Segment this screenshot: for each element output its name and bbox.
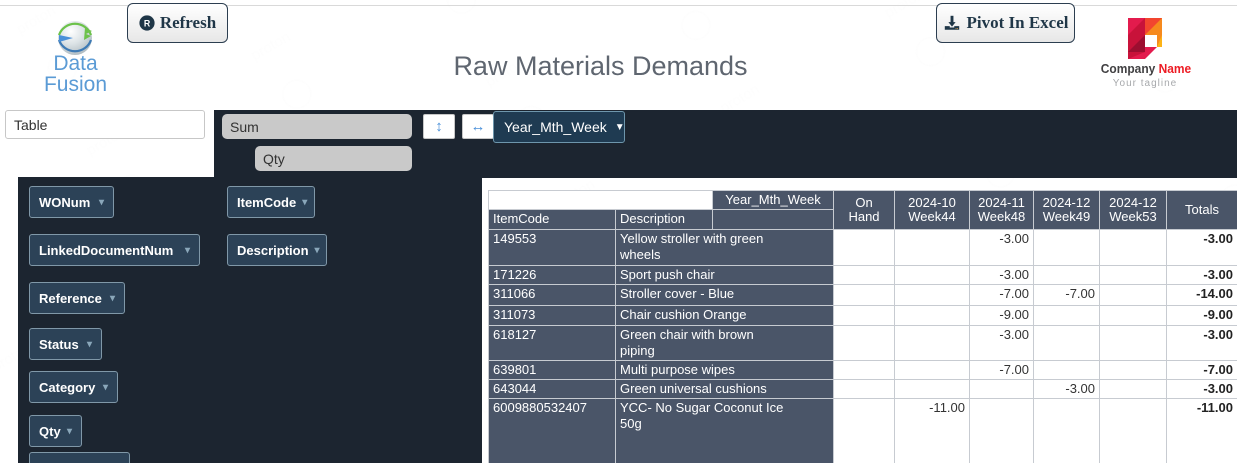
- svg-text:R: R: [144, 19, 151, 29]
